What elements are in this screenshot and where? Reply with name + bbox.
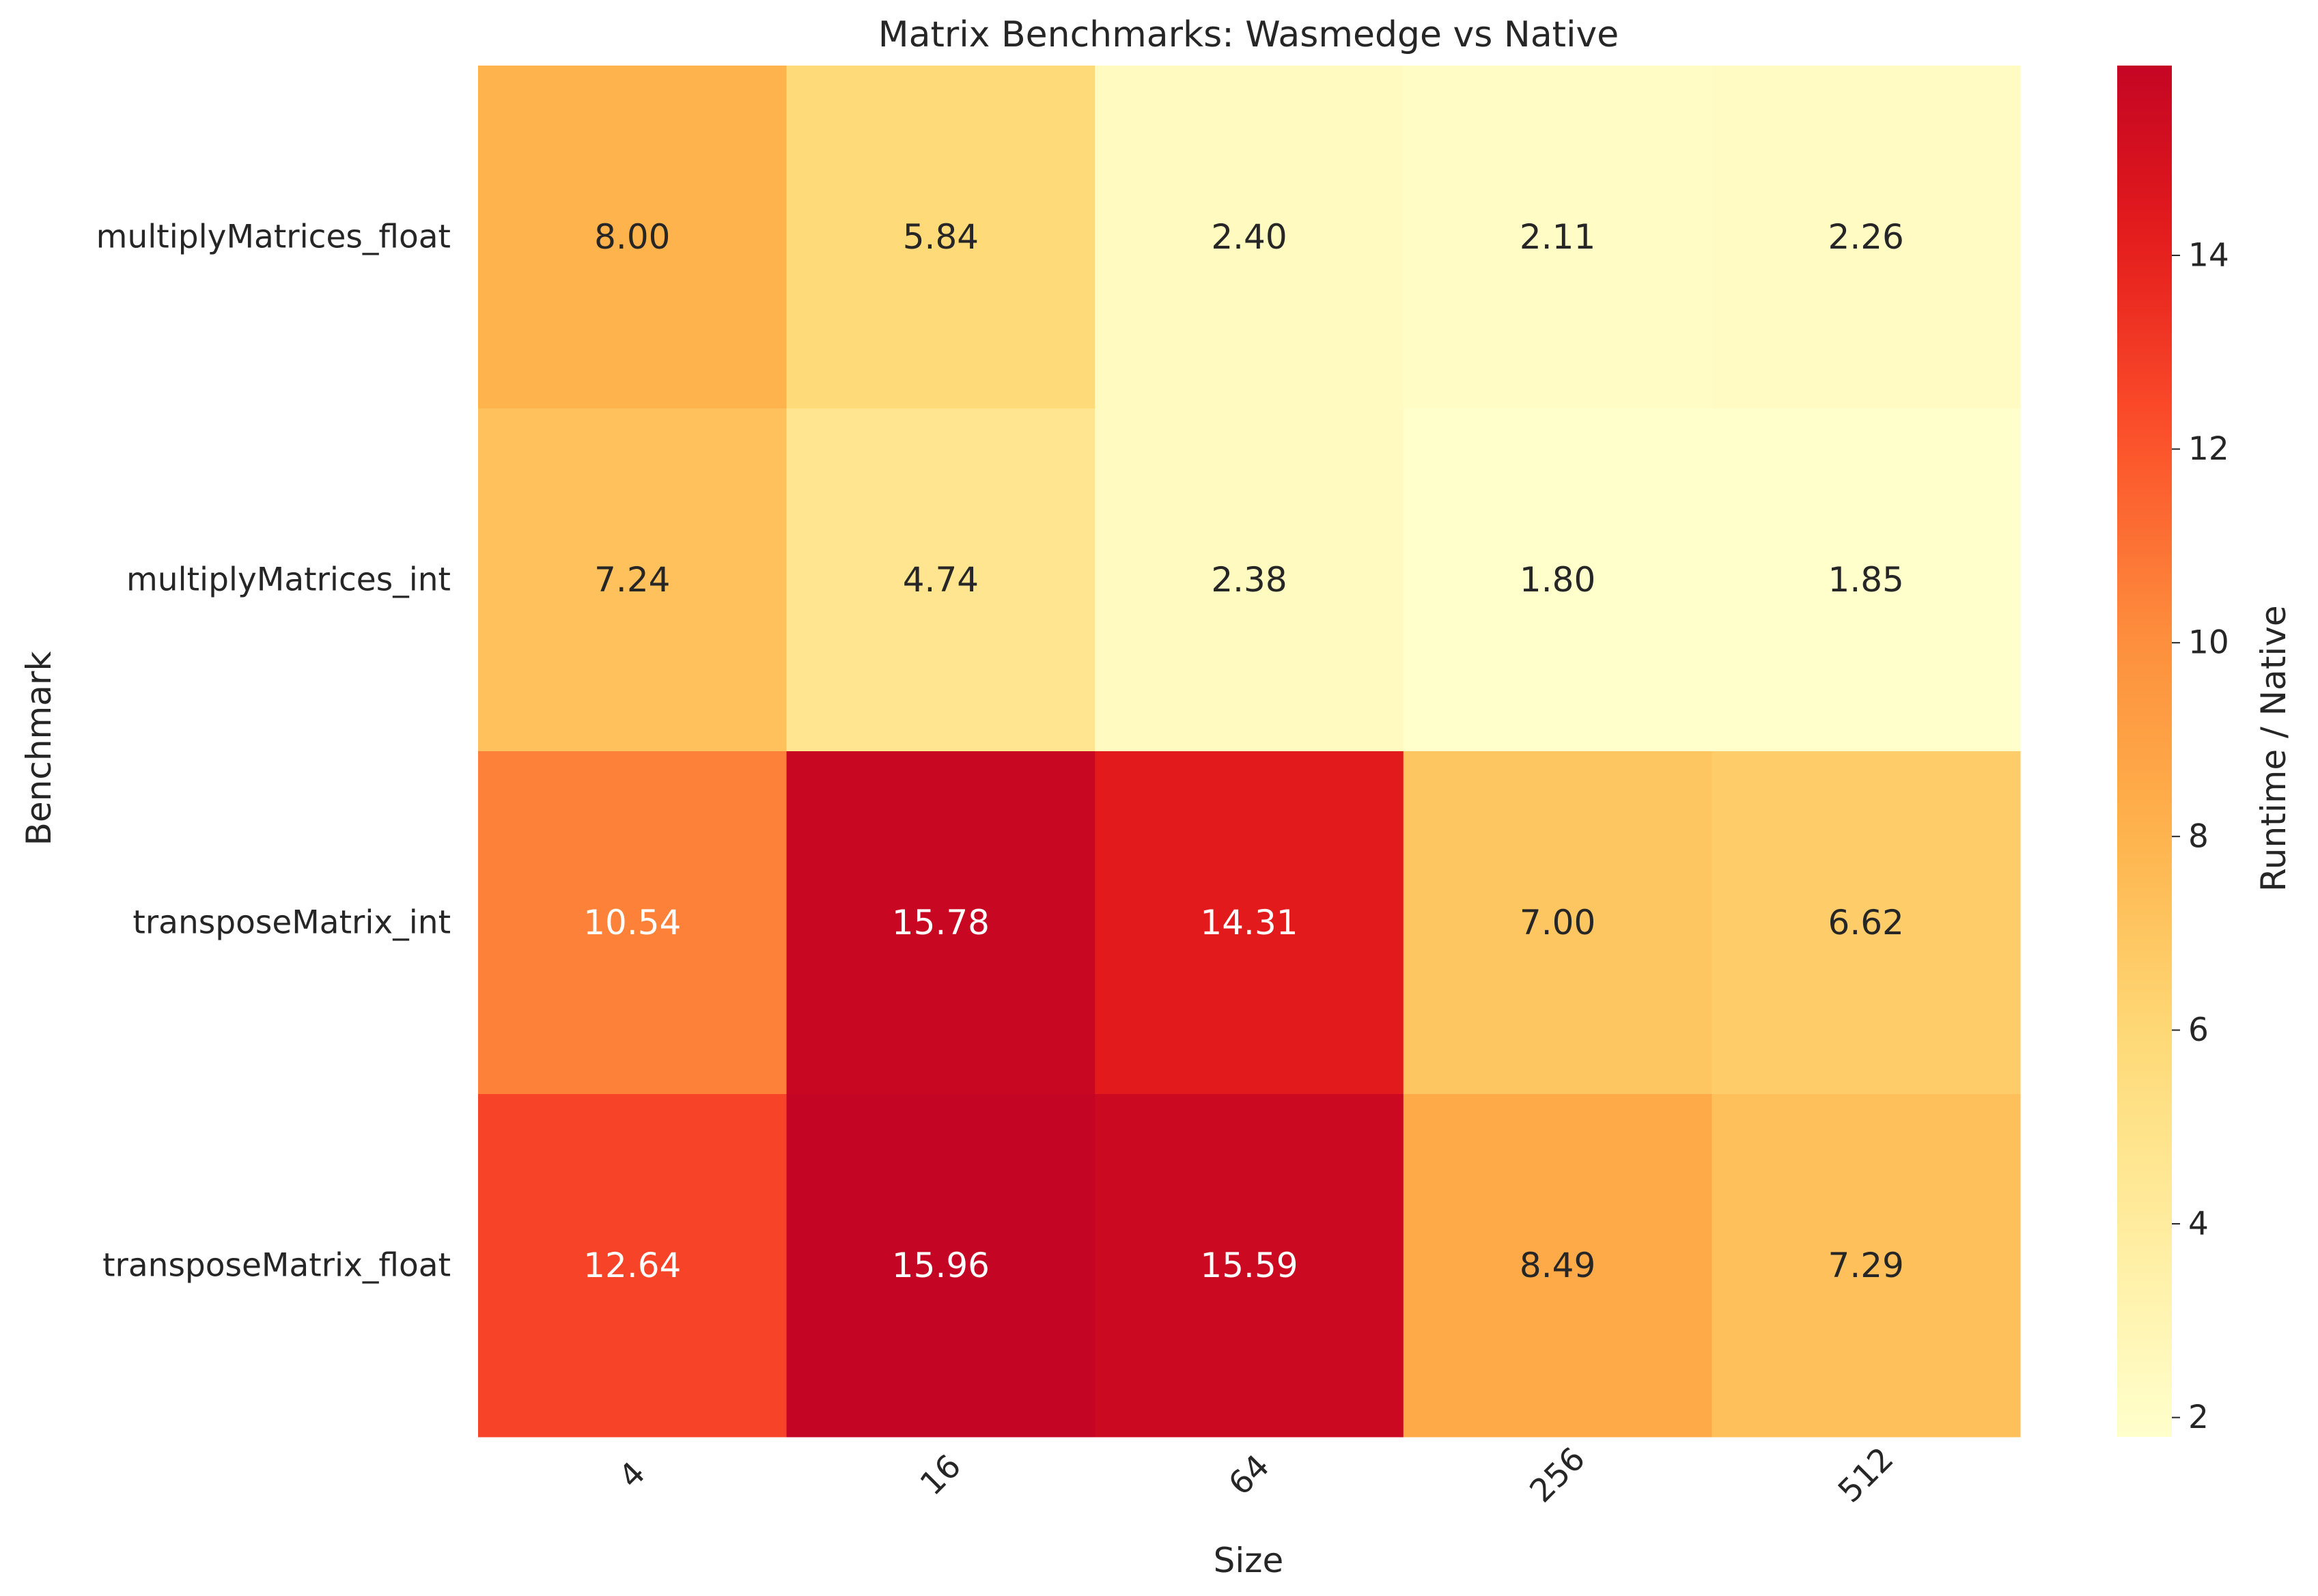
cell-value-label: 14.31	[1200, 903, 1298, 942]
y-axis-label: Benchmark	[19, 652, 59, 846]
x-tick-label: 64	[1221, 1447, 1276, 1502]
heatmap-cell	[1095, 1094, 1404, 1438]
cell-value-label: 15.96	[892, 1246, 990, 1285]
colorbar-tick-label: 2	[2188, 1399, 2209, 1436]
heatmap-cell	[1712, 66, 2021, 409]
heatmap-cell	[1403, 1094, 1712, 1438]
cell-value-label: 2.11	[1520, 217, 1595, 257]
cell-value-label: 4.74	[903, 560, 979, 600]
chart-title: Matrix Benchmarks: Wasmedge vs Native	[878, 14, 1619, 55]
cell-value-label: 5.84	[903, 217, 979, 257]
heatmap-cell	[478, 751, 787, 1095]
x-tick-labels: 4 16 64 256 512	[612, 1440, 1901, 1510]
y-tick-label: transposeMatrix_int	[132, 904, 451, 942]
cell-value-label: 2.26	[1828, 217, 1904, 257]
heatmap-cell	[786, 1094, 1095, 1438]
colorbar-tick-label: 12	[2188, 430, 2229, 468]
heatmap-cell	[478, 1094, 787, 1438]
heatmap-cell	[1403, 66, 1712, 409]
x-axis-label: Size	[1214, 1541, 1284, 1580]
colorbar-tick-label: 4	[2188, 1205, 2209, 1243]
colorbar-label: Runtime / Native	[2254, 605, 2293, 891]
cell-value-label: 6.62	[1828, 903, 1904, 942]
cell-value-label: 7.29	[1828, 1246, 1904, 1285]
y-tick-labels: multiplyMatrices_float multiplyMatrices_i…	[96, 219, 451, 1285]
cell-value-label: 10.54	[583, 903, 681, 942]
cell-value-label: 15.78	[892, 903, 990, 942]
heatmap-cell	[1712, 751, 2021, 1095]
heatmap-cell	[1403, 408, 1712, 752]
heatmap-cell	[478, 408, 787, 752]
cell-value-label: 2.40	[1211, 217, 1287, 257]
cell-value-label: 1.80	[1520, 560, 1595, 600]
x-tick-label: 16	[913, 1447, 968, 1502]
heatmap-cell	[786, 408, 1095, 752]
heatmap-cell	[1712, 1094, 2021, 1438]
colorbar-tick-label: 8	[2188, 817, 2209, 855]
colorbar-ticks: 2 4 6 8 10 12 14	[2172, 236, 2229, 1436]
heatmap-cell	[478, 66, 787, 409]
cell-value-label: 12.64	[583, 1246, 681, 1285]
heatmap-cell	[786, 751, 1095, 1095]
cell-value-label: 15.59	[1200, 1246, 1298, 1285]
heatmap-cell	[786, 66, 1095, 409]
cell-value-label: 7.24	[594, 560, 670, 600]
heatmap-cell	[1095, 408, 1404, 752]
cell-value-label: 8.49	[1520, 1246, 1595, 1285]
heatmap-cell	[1403, 751, 1712, 1095]
cell-value-label: 7.00	[1520, 903, 1595, 942]
heatmap-cell	[1712, 408, 2021, 752]
y-tick-label: multiplyMatrices_float	[96, 219, 451, 256]
y-tick-label: transposeMatrix_float	[102, 1247, 451, 1285]
x-tick-label: 512	[1831, 1440, 1901, 1510]
cell-value-label: 1.85	[1828, 560, 1904, 600]
colorbar-tick-label: 10	[2188, 624, 2229, 662]
y-tick-label: multiplyMatrices_int	[126, 561, 451, 599]
cell-value-label: 2.38	[1211, 560, 1287, 600]
colorbar-tick-label: 6	[2188, 1011, 2209, 1049]
heatmap-cell	[1095, 751, 1404, 1095]
x-tick-label: 4	[612, 1455, 653, 1496]
heatmap-cell	[1095, 66, 1404, 409]
heatmap-cells: 8.00 5.84 2.40 2.11 2.26 7.24 4.74 2.38 1.80 1.85…	[478, 66, 2021, 1438]
colorbar	[2117, 66, 2172, 1437]
x-tick-label: 256	[1522, 1440, 1592, 1510]
colorbar-tick-label: 14	[2188, 236, 2229, 274]
cell-value-label: 8.00	[594, 217, 670, 257]
